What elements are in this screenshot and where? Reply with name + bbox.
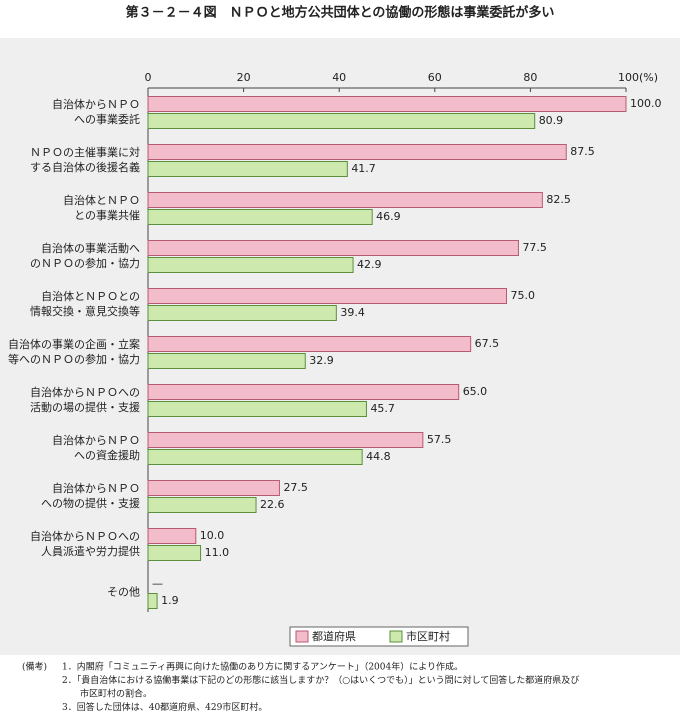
- bar: [147, 192, 543, 208]
- bar: [147, 288, 507, 304]
- x-tick-label: 60: [428, 71, 442, 84]
- legend-label: 都道府県: [312, 629, 356, 643]
- note: 市区町村の割合。: [80, 688, 152, 700]
- value-label: 67.5: [475, 337, 500, 350]
- legend-box: [289, 626, 469, 647]
- category-label: ＮＰＯの主催事業に対: [30, 145, 140, 159]
- chart-title: 第３－２－４図 ＮＰＯと地方公共団体との協働の形態は事業委託が多い: [126, 5, 555, 21]
- category-label: との事業共催: [74, 208, 140, 222]
- value-label: 1.9: [161, 594, 179, 607]
- value-label: 87.5: [570, 145, 595, 158]
- legend-swatch: [389, 630, 403, 643]
- bar: [147, 449, 363, 465]
- x-tick-label: 40: [332, 71, 346, 84]
- note: 1．内閣府「コミュニティ再興に向けた協働のあり方に関するアンケート」（2004年…: [62, 661, 463, 673]
- category-label: 自治体からＮＰＯ: [52, 481, 140, 495]
- bar: [147, 336, 472, 352]
- x-tick-label: 80: [523, 71, 537, 84]
- category-label: 自治体とＮＰＯ: [63, 193, 140, 207]
- value-label: 77.5: [522, 241, 547, 254]
- category-label: 自治体とＮＰＯとの: [41, 289, 140, 303]
- value-label: 46.9: [376, 210, 401, 223]
- bar: [147, 113, 536, 129]
- value-label: 27.5: [283, 481, 308, 494]
- value-label: 11.0: [205, 546, 230, 559]
- value-label: 10.0: [200, 529, 225, 542]
- note: 2．「貴自治体における協働事業は下記のどの形態に該当しますか？（○はいくつでも）…: [62, 674, 579, 686]
- category-label: への物の提供・支援: [41, 496, 140, 510]
- value-label: 44.8: [366, 450, 391, 463]
- category-label: 等へのＮＰＯの参加・協力: [8, 352, 140, 366]
- legend-swatch: [295, 630, 309, 643]
- bar: [147, 528, 197, 544]
- x-tick-label: 0: [145, 71, 152, 84]
- bar: [147, 432, 424, 448]
- category-label: する自治体の後援名義: [30, 160, 140, 174]
- bar: [147, 240, 519, 256]
- bar: [147, 593, 158, 609]
- bar: [147, 401, 367, 417]
- category-label: 情報交換・意見交換等: [30, 304, 140, 318]
- category-label: のＮＰＯの参加・協力: [30, 256, 140, 270]
- bar: [147, 353, 306, 369]
- bar: [147, 497, 257, 513]
- x-tick-label: 100(%): [618, 71, 658, 84]
- bar: [147, 144, 567, 160]
- value-label: 82.5: [546, 193, 571, 206]
- category-label: 活動の場の提供・支援: [30, 400, 140, 414]
- value-label: 75.0: [511, 289, 536, 302]
- category-label: 自治体からＮＰＯへの: [30, 385, 140, 399]
- category-label: 自治体の事業の企画・立案: [8, 337, 140, 351]
- value-label: 32.9: [309, 354, 334, 367]
- bar: [147, 209, 373, 225]
- value-label: 80.9: [539, 114, 564, 127]
- category-label: 自治体からＮＰＯ: [52, 97, 140, 111]
- bar: [147, 257, 354, 273]
- x-tick-label: 20: [237, 71, 251, 84]
- value-label: 39.4: [340, 306, 365, 319]
- legend-label: 市区町村: [406, 629, 450, 643]
- bar: [147, 96, 627, 112]
- value-label: 41.7: [351, 162, 376, 175]
- value-label: 22.6: [260, 498, 285, 511]
- value-label: 65.0: [463, 385, 488, 398]
- category-label: への資金援助: [74, 448, 140, 462]
- bar: [147, 305, 337, 321]
- value-label: 42.9: [357, 258, 382, 271]
- bar: [147, 384, 460, 400]
- value-label: 57.5: [427, 433, 452, 446]
- category-label: その他: [107, 586, 140, 599]
- category-label: 人員派遣や労力提供: [41, 544, 140, 558]
- notes-head: (備考): [22, 661, 47, 673]
- category-label: 自治体の事業活動へ: [41, 241, 140, 255]
- value-label: 45.7: [370, 402, 395, 415]
- value-label: 100.0: [630, 97, 662, 110]
- bar: [147, 161, 348, 177]
- category-label: への事業委託: [74, 112, 140, 126]
- note: 3．回答した団体は、40都道府県、429市区町村。: [62, 701, 267, 713]
- value-label: —: [152, 577, 163, 590]
- category-label: 自治体からＮＰＯ: [52, 433, 140, 447]
- bar: [147, 480, 280, 496]
- bar: [147, 545, 202, 561]
- category-label: 自治体からＮＰＯへの: [30, 529, 140, 543]
